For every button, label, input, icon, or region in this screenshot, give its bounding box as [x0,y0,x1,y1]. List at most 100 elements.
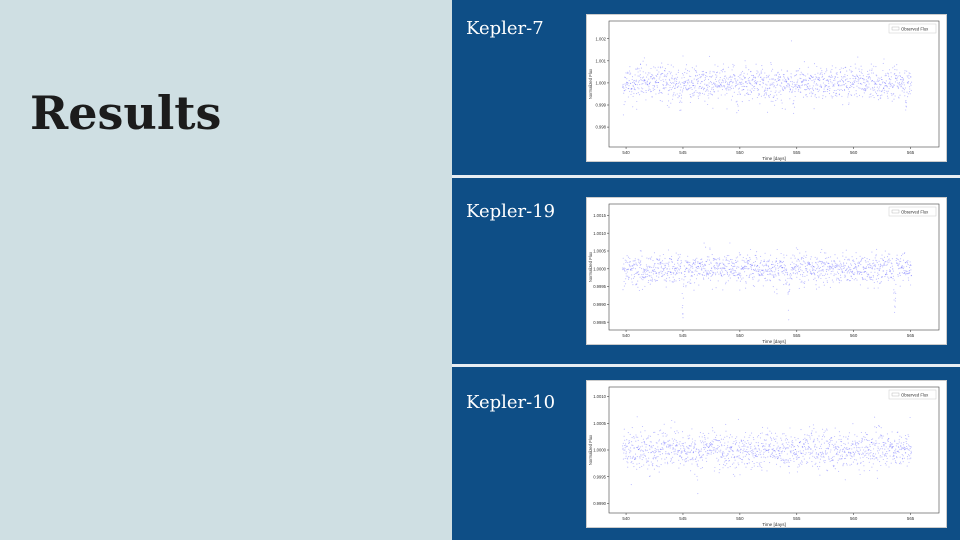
data-point [675,270,677,272]
data-point [752,74,754,76]
data-point [679,100,681,102]
data-point [636,108,638,110]
data-point [842,81,845,83]
data-point [763,90,765,92]
data-point [895,462,897,464]
data-point [899,285,901,287]
data-point [811,461,813,463]
data-point [717,65,719,67]
data-point [819,270,821,272]
data-point [874,266,876,268]
data-point [768,449,770,451]
data-point [629,261,631,263]
data-point [769,94,771,96]
data-point [665,84,667,87]
data-point [863,89,865,91]
data-point [777,456,779,458]
data-point [881,276,883,278]
data-point [644,81,646,84]
data-point [822,274,824,276]
data-point [685,276,687,278]
data-point [824,86,826,88]
data-point [862,279,864,281]
data-point [686,453,688,455]
data-point [729,259,732,261]
data-point [655,82,658,84]
data-point [885,464,887,466]
data-point [716,86,718,88]
data-point [858,273,860,275]
data-point [636,456,638,458]
data-point [856,449,858,451]
data-point [818,96,820,98]
data-point [803,458,805,460]
data-point [695,75,697,77]
data-point [668,71,670,73]
data-point [678,467,680,469]
data-point [682,55,684,57]
data-point [873,97,875,99]
data-point [645,99,647,101]
y-tick-label: 0.9985 [593,320,606,325]
data-point [690,96,692,98]
data-point [773,438,775,440]
data-point [839,72,841,74]
data-point [910,452,912,454]
data-point [906,260,908,262]
data-point [716,267,718,269]
data-point [694,91,696,93]
data-point [856,81,858,83]
y-tick-label: 1.002 [596,36,607,41]
data-point [663,269,665,271]
data-point [839,451,841,454]
data-point [722,451,724,453]
data-point [909,93,911,95]
data-point [780,265,782,267]
data-point [751,269,753,271]
data-point [904,452,906,454]
data-point [754,454,756,456]
data-point [895,257,897,259]
data-point [741,268,743,270]
data-point [750,468,752,470]
data-point [667,274,669,276]
data-point [709,272,711,274]
data-point [747,93,749,95]
data-point [843,265,845,267]
data-point [714,431,716,433]
data-point [792,254,794,256]
data-point [883,82,886,84]
data-point [643,269,646,271]
data-point [782,447,784,449]
data-point [805,268,807,270]
data-point [700,442,702,444]
data-point [748,276,750,278]
data-point [896,77,898,79]
data-point [841,265,843,267]
data-point [895,77,897,79]
data-point [729,242,731,244]
data-point [861,271,863,273]
data-point [625,451,627,453]
data-point [689,94,691,96]
data-point [710,262,712,265]
data-point [636,468,638,470]
data-point [673,85,675,87]
data-point [888,277,890,279]
data-point [733,462,735,464]
data-point [904,87,906,89]
data-point [811,76,814,79]
data-point [808,89,810,91]
data-point [881,445,883,447]
data-point [679,455,681,457]
data-point [714,91,716,93]
data-point [779,466,781,468]
data-point [908,91,911,93]
data-point [691,271,693,273]
data-point [867,447,869,449]
data-point [858,272,861,274]
data-point [852,451,854,453]
data-point [743,85,745,88]
data-point [655,267,657,269]
data-point [797,259,799,261]
